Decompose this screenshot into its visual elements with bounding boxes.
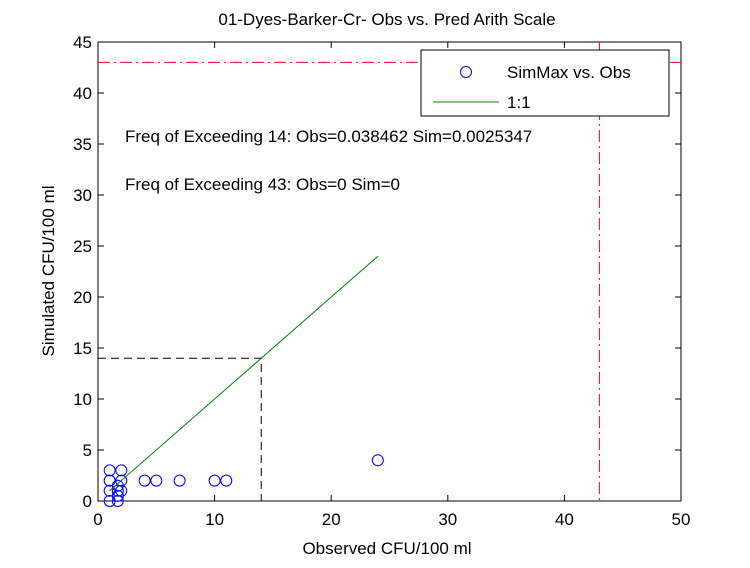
- data-point: [138, 474, 151, 487]
- x-tick-label: 0: [93, 510, 102, 529]
- data-point: [115, 464, 128, 477]
- y-axis-label: Simulated CFU/100 ml: [39, 185, 58, 356]
- data-point: [103, 474, 116, 487]
- data-point: [371, 454, 384, 467]
- legend-label: SimMax vs. Obs: [507, 63, 631, 82]
- axes-box: [97, 41, 682, 502]
- data-point: [150, 474, 163, 487]
- legend-box: [420, 49, 670, 117]
- data-point: [115, 484, 128, 497]
- x-tick-label: 50: [672, 510, 691, 529]
- x-axis-label: Observed CFU/100 ml: [302, 539, 471, 558]
- one-to-one-line: [109, 255, 379, 492]
- y-tick-label: 20: [73, 288, 92, 307]
- plot-area: 0 10 20 30 40 50 0 5 10 15 20 25 30 35 40 45: [73, 33, 690, 529]
- x-tick-label: 20: [322, 510, 341, 529]
- y-tick-label: 15: [73, 339, 92, 358]
- x-tick-label: 30: [438, 510, 457, 529]
- legend-label: 1:1: [507, 93, 531, 112]
- data-point: [220, 474, 233, 487]
- legend: SimMax vs. Obs 1:1: [420, 49, 670, 117]
- y-tick-label: 0: [83, 492, 92, 511]
- y-tick-label: 5: [83, 441, 92, 460]
- annotation-exceed-43: Freq of Exceeding 43: Obs=0 Sim=0: [125, 175, 400, 194]
- chart-title: 01-Dyes-Barker-Cr- Obs vs. Pred Arith Sc…: [218, 10, 555, 29]
- data-point: [173, 474, 186, 487]
- data-point: [208, 474, 221, 487]
- annotation-exceed-14: Freq of Exceeding 14: Obs=0.038462 Sim=0…: [125, 127, 532, 146]
- x-tick-label: 40: [555, 510, 574, 529]
- x-tick-label: 10: [205, 510, 224, 529]
- y-tick-label: 10: [73, 390, 92, 409]
- data-point: [115, 474, 128, 487]
- y-tick-label: 25: [73, 237, 92, 256]
- y-tick-label: 35: [73, 135, 92, 154]
- y-tick-label: 30: [73, 186, 92, 205]
- y-tick-label: 45: [73, 33, 92, 52]
- y-tick-label: 40: [73, 84, 92, 103]
- legend-marker-swatch: [460, 66, 472, 78]
- data-point: [103, 464, 116, 477]
